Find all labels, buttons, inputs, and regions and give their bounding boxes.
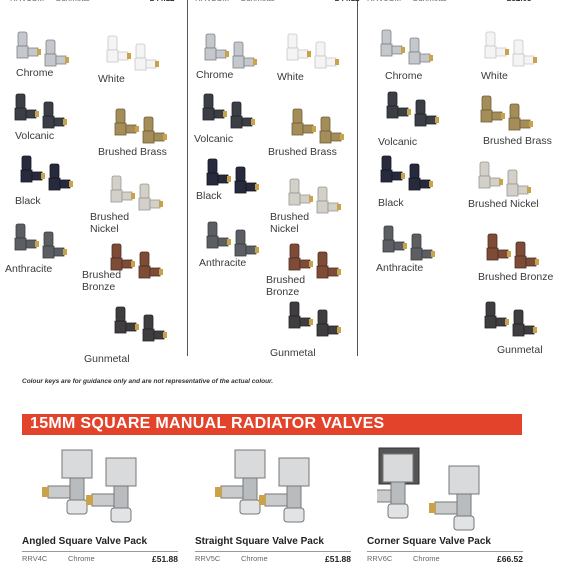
finish-label: Brushed Nickel: [270, 211, 310, 235]
valve-image: [380, 155, 433, 191]
section-banner: 15MM SQUARE MANUAL RADIATOR VALVES: [22, 414, 522, 435]
finish-label: Anthracite: [199, 257, 247, 269]
finish-label: Brushed Brass: [98, 146, 167, 158]
valve-image: [14, 223, 67, 259]
product-price: £51.88: [152, 554, 178, 564]
product-code: RRV3GM: [367, 0, 401, 3]
product-price: £44.12: [335, 0, 359, 3]
product-finish: Chrome: [68, 554, 95, 563]
product-price: £51.88: [325, 554, 351, 564]
valve-image: [484, 31, 537, 67]
valve-image: [42, 449, 137, 523]
finish-label: Brushed Nickel: [90, 211, 130, 235]
finish-label: Anthracite: [5, 263, 53, 275]
product-finish: Chrome: [241, 554, 268, 563]
finish-label: White: [481, 70, 508, 82]
valve-image: [20, 155, 73, 191]
finish-label: Brushed Nickel: [468, 198, 539, 210]
valve-image: [291, 108, 344, 144]
product-code: RRV5C: [195, 554, 221, 563]
finish-label: Volcanic: [378, 136, 418, 148]
finish-label: White: [98, 73, 125, 85]
valve-image: [110, 243, 163, 279]
finish-label: Anthracite: [376, 262, 424, 274]
valve-image: [386, 91, 439, 127]
colour-note: Colour keys are for guidance only and ar…: [22, 378, 274, 385]
finish-label: Brushed Bronze: [82, 269, 122, 293]
product-finish: Gunmetal: [240, 0, 275, 3]
valve-image: [114, 306, 167, 342]
product-code: RRV6C: [367, 554, 393, 563]
valve-image: [14, 93, 67, 129]
product-name: Straight Square Valve Pack: [195, 536, 324, 547]
product-price: £44.12: [150, 0, 174, 3]
finish-label: Brushed Brass: [483, 135, 552, 147]
product-finish: Gunmetal: [55, 0, 90, 3]
valve-image: [204, 33, 257, 69]
finish-label: White: [277, 71, 304, 83]
product-finish: Chrome: [413, 554, 440, 563]
divider: [22, 551, 178, 552]
product-name: Angled Square Valve Pack: [22, 536, 148, 547]
finish-label: Brushed Bronze: [266, 274, 306, 298]
product-code: RRV2GM: [195, 0, 229, 3]
product-finish: Gunmetal: [412, 0, 447, 3]
finish-label: Black: [378, 197, 404, 209]
section-title: 15MM SQUARE MANUAL RADIATOR VALVES: [30, 415, 385, 432]
valve-image: [486, 233, 539, 269]
finish-label: Black: [196, 190, 222, 202]
valve-image: [215, 449, 310, 523]
valve-image: [288, 243, 341, 279]
valve-image: [202, 93, 255, 129]
valve-image: [484, 301, 537, 337]
product-name: Corner Square Valve Pack: [367, 536, 491, 547]
valve-image: [480, 95, 533, 131]
valve-image: [288, 301, 341, 337]
valve-image: [478, 161, 531, 197]
finish-label: Black: [15, 195, 41, 207]
valve-image: [382, 225, 435, 261]
valve-image: [206, 221, 259, 257]
product-code: RRV1GM: [10, 0, 44, 3]
finish-label: Volcanic: [194, 133, 234, 145]
finish-label: Volcanic: [15, 130, 55, 142]
finish-label: Gunmetal: [84, 353, 130, 365]
finish-label: Chrome: [16, 67, 54, 79]
valve-image: [206, 158, 259, 194]
column-divider: [187, 0, 188, 356]
valve-image: [114, 108, 167, 144]
finish-label: Gunmetal: [270, 347, 316, 359]
finish-label: Brushed Brass: [268, 146, 337, 158]
product-code: RRV4C: [22, 554, 48, 563]
product-price: £66.52: [497, 554, 523, 564]
finish-label: Brushed Bronze: [478, 271, 554, 283]
column-divider: [357, 0, 358, 356]
product-price: £82.03: [507, 0, 531, 3]
finish-label: Chrome: [385, 70, 423, 82]
valve-image: [110, 175, 163, 211]
finish-label: Gunmetal: [497, 344, 543, 356]
valve-image: [377, 447, 480, 531]
divider: [367, 551, 523, 552]
valve-image: [288, 178, 341, 214]
valve-image: [106, 35, 159, 71]
valve-image: [16, 31, 69, 67]
divider: [195, 551, 351, 552]
valve-image: [380, 29, 433, 65]
valve-image: [286, 33, 339, 69]
finish-label: Chrome: [196, 69, 234, 81]
